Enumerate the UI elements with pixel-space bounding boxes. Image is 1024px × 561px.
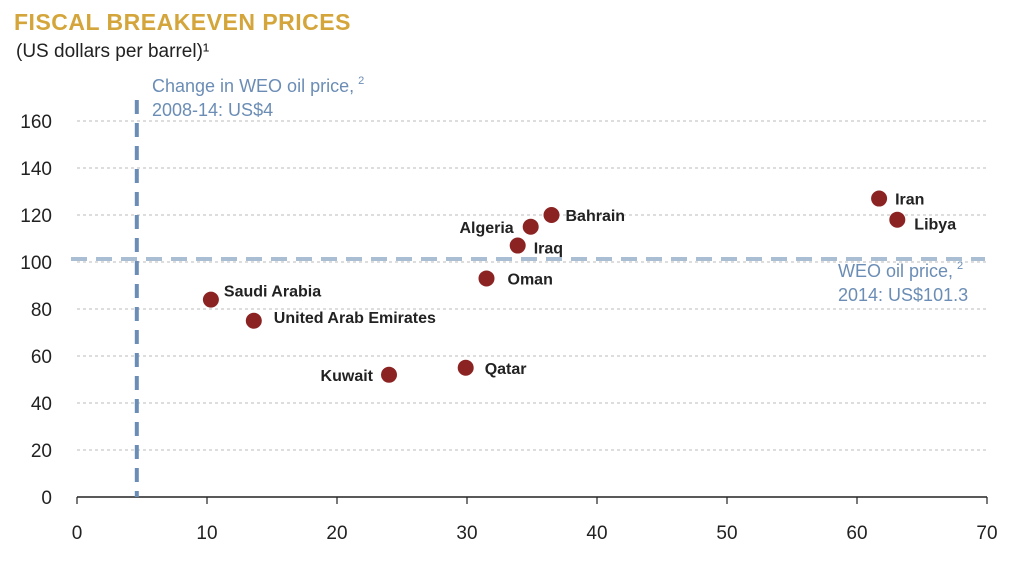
y-tick-label: 0 [41,488,52,509]
point-bahrain [543,207,560,223]
y-tick-label: 120 [20,206,52,227]
point-united-arab-emirates [245,312,262,329]
label-bahrain: Bahrain [566,208,626,225]
point-algeria [522,218,539,235]
horizontal-reference-label-line1: WEO oil price, 2 [838,260,963,281]
reference-lines: Change in WEO oil price, 2 2008-14: US$4 WE… [71,75,985,497]
label-oman: Oman [508,271,553,288]
chart-title: FISCAL BREAKEVEN PRICES [14,9,351,35]
point-kuwait [381,366,397,383]
vertical-reference-label-line2: 2008-14: US$4 [152,100,273,120]
label-algeria: Algeria [459,220,513,237]
vertical-reference-label-line1: Change in WEO oil price, 2 [152,75,364,96]
y-tick-label: 20 [31,441,52,462]
label-libya: Libya [914,217,956,234]
x-tick-label: 60 [846,523,867,544]
point-qatar [457,359,474,376]
gridlines [77,120,987,451]
label-iran: Iran [895,192,924,209]
x-tick-label: 50 [716,523,737,544]
x-tick-label: 20 [326,523,347,544]
horizontal-reference-label-line2: 2014: US$101.3 [838,285,968,305]
label-qatar: Qatar [485,361,527,378]
point-libya [889,211,906,228]
y-tick-label: 80 [31,300,52,321]
x-tick-label: 40 [586,523,607,544]
point-iran [871,190,888,207]
x-tick-label: 10 [196,523,217,544]
point-iraq [509,237,526,254]
y-tick-label: 40 [31,394,52,415]
y-tick-label: 100 [20,253,52,274]
label-kuwait: Kuwait [321,368,374,385]
label-saudi-arabia: Saudi Arabia [224,284,321,301]
chart-subtitle: (US dollars per barrel)¹ [16,41,209,62]
point-saudi-arabia [202,291,219,308]
y-tick-label: 160 [20,112,52,133]
data-points [202,190,906,383]
x-tick-label: 0 [72,523,83,544]
axes: 0 10 20 30 40 50 60 70 0 20 40 60 80 100 120 140 160 [20,112,997,544]
y-tick-label: 140 [20,159,52,180]
y-tick-label: 60 [31,347,52,368]
x-tick-label: 70 [976,523,997,544]
point-oman [478,270,495,287]
label-iraq: Iraq [534,241,563,258]
label-united-arab-emirates: United Arab Emirates [274,310,436,327]
x-tick-label: 30 [456,523,477,544]
point-labels: Saudi Arabia United Arab Emirates Kuwait Qa… [224,192,956,385]
